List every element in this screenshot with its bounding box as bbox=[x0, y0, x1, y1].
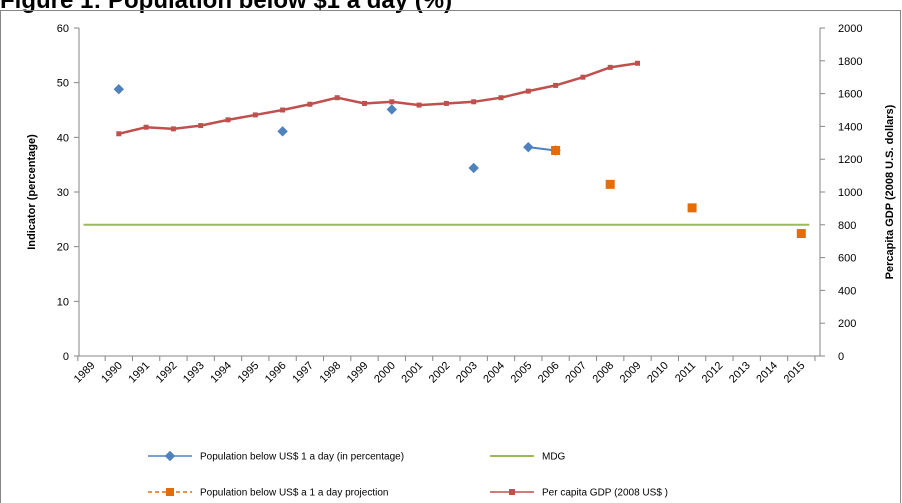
legend-item-mdg: MDG bbox=[490, 452, 566, 463]
x-tick-label: 1994 bbox=[208, 360, 234, 386]
y-right-tick-label: 800 bbox=[838, 220, 856, 232]
poverty-point-1990 bbox=[113, 84, 125, 95]
y-left-tick-label: 0 bbox=[63, 351, 69, 363]
gdp-point-1990 bbox=[116, 131, 122, 137]
y-left-axis-title: Indicator (percentage) bbox=[26, 134, 38, 250]
projection-point-2006 bbox=[551, 145, 561, 155]
x-tick-label: 1993 bbox=[181, 360, 207, 386]
gdp-point-2007 bbox=[580, 74, 586, 80]
x-tick-label: 1998 bbox=[318, 360, 344, 386]
y-right-tick-label: 1000 bbox=[838, 187, 862, 199]
legend-label: Per capita GDP (2008 US$ ) bbox=[542, 488, 668, 499]
x-tick-label: 2003 bbox=[454, 360, 480, 386]
legend-label: Population below US$ a 1 a day projectio… bbox=[200, 488, 388, 499]
poverty-point-2000 bbox=[386, 104, 398, 115]
x-tick-label: 2000 bbox=[372, 360, 398, 386]
y-right-tick-label: 0 bbox=[838, 351, 844, 363]
x-tick-label: 2011 bbox=[673, 360, 698, 385]
gdp-point-2004 bbox=[498, 95, 504, 101]
legend-item-population-below-us-a-1-a-day-projection: Population below US$ a 1 a day projectio… bbox=[148, 488, 388, 499]
gdp-point-1992 bbox=[170, 126, 176, 132]
y-right-tick-label: 1400 bbox=[838, 121, 862, 133]
gdp-point-1996 bbox=[280, 107, 286, 113]
series-per-capita-gdp-2008-us bbox=[116, 60, 640, 137]
gdp-point-1999 bbox=[362, 100, 367, 106]
legend-label: Population below US$ 1 a day (in percent… bbox=[200, 452, 404, 463]
series-population-below-us-a-1-a-day-projection bbox=[551, 145, 806, 239]
x-tick-label: 1999 bbox=[345, 360, 371, 386]
y-right-tick-label: 1200 bbox=[838, 154, 862, 166]
y-right-axis-title: Percapita GDP (2008 U.S. dollars) bbox=[884, 104, 896, 279]
x-tick-label: 2010 bbox=[645, 360, 671, 386]
x-tick-label: 1990 bbox=[99, 360, 125, 386]
x-tick-label: 2006 bbox=[536, 360, 562, 386]
x-tick-label: 2009 bbox=[618, 360, 644, 386]
y-left-tick-label: 40 bbox=[57, 132, 69, 144]
y-right-tick-label: 1600 bbox=[838, 89, 862, 101]
chart-area-border bbox=[0, 10, 901, 503]
x-tick-label: 2001 bbox=[399, 360, 425, 386]
gdp-point-1995 bbox=[252, 112, 258, 118]
legend-item-per-capita-gdp-2008-us: Per capita GDP (2008 US$ ) bbox=[490, 488, 668, 499]
gdp-point-1997 bbox=[307, 101, 313, 107]
legend-label: MDG bbox=[542, 452, 566, 463]
y-left-tick-label: 20 bbox=[57, 242, 69, 254]
x-tick-label: 2005 bbox=[509, 360, 535, 386]
x-tick-label: 1991 bbox=[126, 360, 152, 386]
legend-swatch-marker bbox=[509, 489, 515, 495]
gdp-point-2009 bbox=[635, 60, 640, 66]
gdp-point-1993 bbox=[198, 123, 204, 129]
legend-swatch-marker bbox=[166, 488, 174, 496]
x-tick-label: 1997 bbox=[290, 360, 316, 386]
y-left-tick-label: 60 bbox=[57, 23, 69, 35]
gdp-point-1998 bbox=[334, 95, 340, 101]
y-right-tick-label: 400 bbox=[838, 285, 856, 297]
gdp-point-2005 bbox=[525, 88, 531, 94]
poverty-point-2003 bbox=[468, 162, 479, 174]
gdp-point-2003 bbox=[471, 99, 477, 105]
gdp-point-2008 bbox=[607, 64, 613, 70]
x-tick-label: 2015 bbox=[782, 360, 808, 386]
gdp-point-2000 bbox=[389, 99, 395, 105]
y-right-tick-label: 1800 bbox=[838, 56, 862, 68]
x-tick-label: 2002 bbox=[427, 360, 453, 386]
x-tick-label: 2012 bbox=[700, 360, 726, 386]
x-tick-label: 1989 bbox=[72, 360, 98, 386]
x-tick-label: 2014 bbox=[754, 360, 780, 386]
x-tick-label: 2013 bbox=[727, 360, 753, 386]
projection-point-2008 bbox=[605, 179, 615, 189]
poverty-point-2005 bbox=[523, 141, 534, 153]
gdp-point-1991 bbox=[143, 124, 149, 130]
gdp-point-2002 bbox=[443, 100, 449, 106]
y-right-tick-label: 2000 bbox=[838, 23, 862, 35]
gdp-line bbox=[118, 62, 638, 135]
projection-point-2015 bbox=[796, 229, 806, 239]
legend-swatch-marker bbox=[164, 450, 176, 462]
y-left-tick-label: 50 bbox=[57, 78, 69, 90]
poverty-point-1996 bbox=[277, 126, 288, 137]
y-left-tick-label: 10 bbox=[57, 296, 69, 308]
gdp-point-1994 bbox=[225, 117, 231, 123]
y-right-tick-label: 600 bbox=[838, 253, 856, 265]
x-tick-label: 2007 bbox=[563, 360, 589, 386]
x-tick-label: 2004 bbox=[481, 360, 507, 386]
x-tick-label: 1996 bbox=[263, 360, 289, 386]
projection-point-2011 bbox=[687, 203, 697, 213]
gdp-point-2001 bbox=[416, 102, 422, 108]
gdp-point-2006 bbox=[553, 82, 559, 88]
x-tick-label: 1995 bbox=[236, 360, 262, 386]
legend-item-population-below-us-1-a-day-in-percentage: Population below US$ 1 a day (in percent… bbox=[148, 450, 404, 463]
y-right-tick-label: 200 bbox=[838, 318, 856, 330]
y-left-tick-label: 30 bbox=[57, 187, 69, 199]
x-tick-label: 2008 bbox=[591, 360, 617, 386]
series-population-below-us-1-a-day-in-percentage bbox=[113, 84, 561, 174]
x-tick-label: 1992 bbox=[154, 360, 180, 386]
